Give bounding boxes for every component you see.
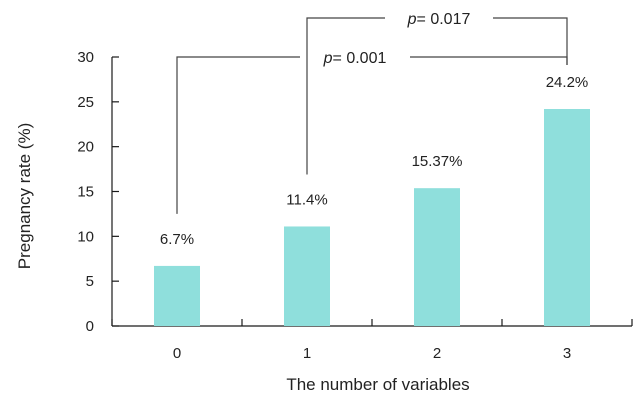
- data-label: 11.4%: [286, 191, 327, 208]
- significance-bracket: [176, 56, 568, 214]
- y-axis-title: Pregnancy rate (%): [15, 123, 34, 269]
- x-tick-label: 2: [433, 345, 441, 362]
- y-tick-label: 10: [77, 228, 94, 245]
- x-tick-label: 3: [563, 345, 571, 362]
- significance-brackets: p= 0.001 p= 0.017: [176, 11, 568, 214]
- y-tick-label: 30: [77, 49, 94, 66]
- data-label: 15.37%: [412, 153, 463, 170]
- y-tick-label: 20: [77, 139, 94, 156]
- p-value-label: p= 0.001: [323, 50, 387, 67]
- y-tick-label: 15: [77, 184, 94, 201]
- x-tick-label: 1: [303, 345, 311, 362]
- y-axis: 0 5 10 15 20 25 30: [77, 49, 119, 335]
- bar: [154, 265, 200, 326]
- y-tick-label: 0: [86, 318, 94, 335]
- x-tick-label: 0: [173, 345, 181, 362]
- bar: [544, 109, 590, 326]
- data-label: 24.2%: [546, 74, 589, 91]
- x-axis-title: The number of variables: [286, 375, 469, 394]
- bar: [414, 188, 460, 326]
- bar: [284, 226, 330, 326]
- y-tick-label: 25: [77, 94, 94, 111]
- p-value-label: p= 0.017: [407, 11, 471, 28]
- data-label: 6.7%: [160, 231, 194, 248]
- y-tick-label: 5: [86, 273, 94, 290]
- bars: [154, 109, 590, 326]
- significance-bracket: [306, 17, 568, 175]
- data-labels: 6.7% 11.4% 15.37% 24.2%: [160, 74, 588, 248]
